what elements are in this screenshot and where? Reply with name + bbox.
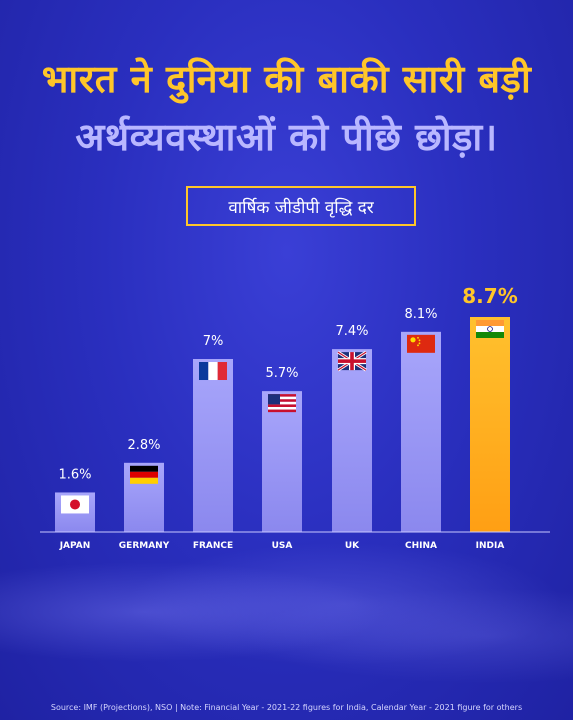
germany-flag-icon <box>130 465 158 484</box>
headline-line-2: अर्थव्यवस्थाओं को पीछे छोड़ा। <box>75 115 498 159</box>
bar-usa <box>262 391 302 532</box>
bar-uk <box>332 349 372 532</box>
category-label-germany: GERMANY <box>119 541 170 551</box>
value-label-india: 8.7% <box>462 284 517 308</box>
uk-flag-icon <box>337 350 367 372</box>
category-label-japan: JAPAN <box>59 541 91 551</box>
india-flag-icon <box>476 320 504 338</box>
category-label-india: INDIA <box>476 541 505 551</box>
category-label-china: CHINA <box>405 541 437 551</box>
china-flag-icon <box>407 334 435 353</box>
value-label-japan: 1.6% <box>58 467 91 482</box>
value-label-germany: 2.8% <box>127 438 160 453</box>
headline-line-1: भारत ने दुनिया की बाकी सारी बड़ी <box>41 57 532 101</box>
category-label-uk: UK <box>345 541 360 551</box>
category-label-usa: USA <box>272 541 293 551</box>
chart-title: वार्षिक जीडीपी वृद्धि दर <box>186 186 416 226</box>
bar-france <box>193 359 233 532</box>
usa-flag-icon <box>268 394 296 413</box>
bar-india <box>470 317 510 532</box>
value-label-uk: 7.4% <box>335 324 368 339</box>
source-note: Source: IMF (Projections), NSO | Note: F… <box>50 703 523 712</box>
value-label-france: 7% <box>203 334 224 349</box>
japan-flag-icon <box>61 495 89 514</box>
world-map-background <box>0 540 573 700</box>
france-flag-icon <box>199 362 227 381</box>
category-label-france: FRANCE <box>193 541 233 551</box>
value-label-china: 8.1% <box>404 307 437 322</box>
value-label-usa: 5.7% <box>265 366 298 381</box>
bar-china <box>401 331 441 532</box>
